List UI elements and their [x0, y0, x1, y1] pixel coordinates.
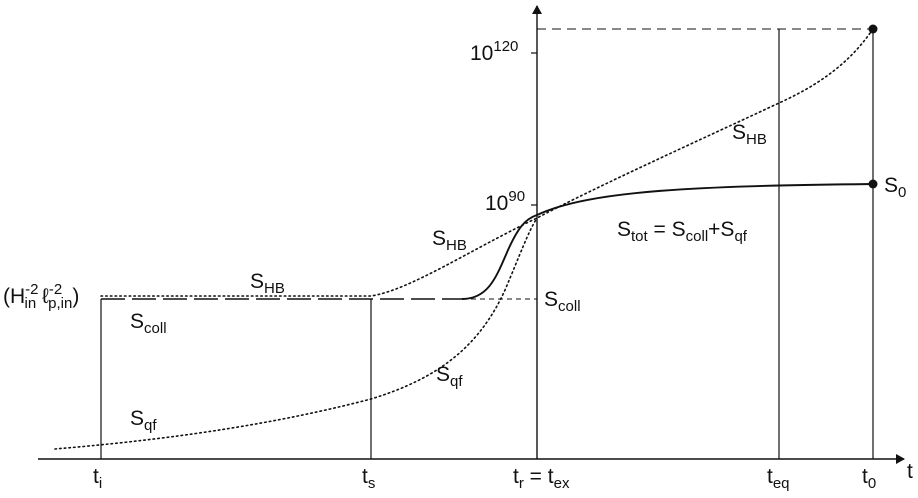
s-coll-right-label: Scoll [544, 288, 581, 315]
t-i-label: ti [93, 465, 102, 492]
s-hb-late-label: SHB [732, 121, 767, 148]
initial-entropy-label: (H-2 in ℓ-2 p,in) [3, 281, 79, 312]
s-hb-rising-label: SHB [432, 227, 467, 254]
s-coll-left-label: Scoll [130, 310, 167, 337]
t-r-label: tr = tex [513, 465, 570, 492]
s-hb-plateau-label: SHB [250, 270, 285, 297]
s-zero-point [868, 179, 878, 189]
t-eq-label: teq [767, 465, 790, 492]
s-qf-curve [54, 217, 538, 450]
s-max-point [868, 24, 878, 34]
time-axis-label: t [907, 460, 913, 483]
s-zero-label: S0 [884, 174, 906, 201]
s-tot-curve [461, 183, 874, 300]
t-0-label: t0 [862, 465, 876, 492]
s-qf-mid-label: Sqf [436, 363, 463, 390]
s-qf-left-label: Sqf [130, 407, 157, 434]
s-hb-curve [100, 28, 874, 297]
y-tick-10-90: 1090 [485, 188, 525, 215]
s-tot-label: Stot = Scoll+Sqf [617, 218, 748, 245]
y-tick-10-120: 10120 [470, 38, 518, 65]
t-s-label: ts [362, 465, 375, 492]
